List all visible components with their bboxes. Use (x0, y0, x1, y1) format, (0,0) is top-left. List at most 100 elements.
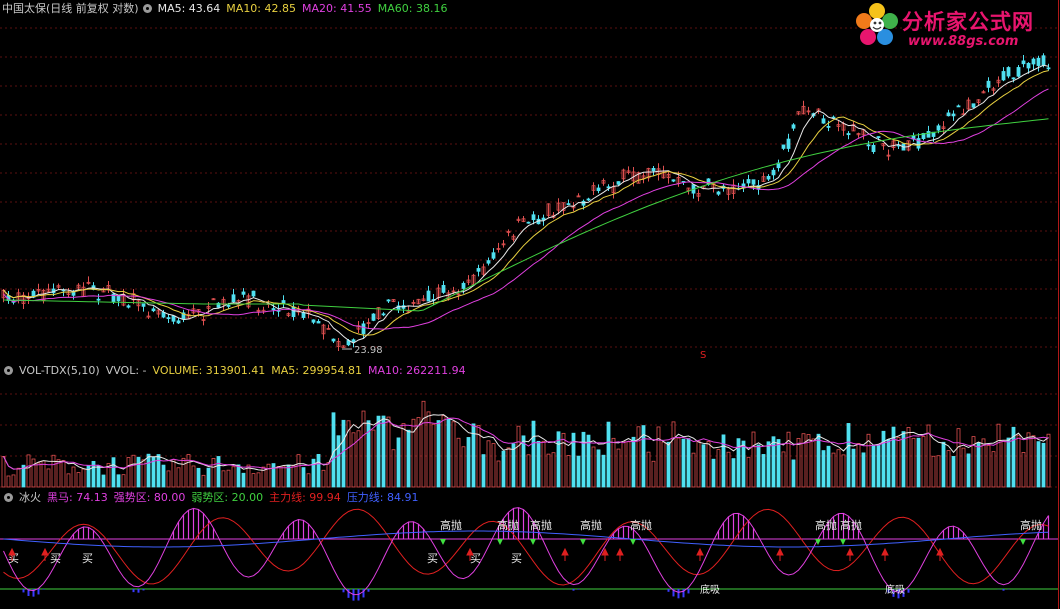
buy-signal-label: 买 (427, 552, 438, 565)
candle-body (386, 299, 391, 302)
volume-gear-icon[interactable] (4, 366, 13, 375)
price-pane[interactable]: 23.98 S 中国太保(日线 前复权 对数) MA5: 43.64 MA10: 42… (0, 0, 1060, 362)
price-chart[interactable]: 23.98 S (0, 0, 1060, 362)
candle-body (1046, 67, 1051, 70)
candle-body (576, 195, 581, 198)
flower-icon (856, 3, 898, 45)
volume-bar (581, 431, 586, 488)
candle-body (226, 304, 231, 307)
volume-bar (706, 441, 711, 488)
candle-body (646, 168, 651, 179)
candle-body (451, 290, 456, 293)
candle-body (921, 133, 926, 139)
bingfire-chart[interactable]: 高抛 高抛 高抛 高抛 高抛 高抛 高抛 高抛买买买买买买底吸 底吸 (0, 489, 1060, 609)
volume-bar (171, 459, 176, 488)
volume-bar (486, 440, 491, 488)
down-arrow-icon (440, 539, 446, 545)
volume-bar (541, 440, 546, 488)
candle-body (176, 320, 181, 324)
volume-pane[interactable]: VOL-TDX(5,10) VVOL: - VOLUME: 313901.41 MA5… (0, 362, 1060, 489)
candle-body (551, 214, 556, 218)
vol-ma5-label: MA5: 299954.81 (271, 364, 362, 377)
volume-bar (496, 460, 501, 488)
candle-body (871, 144, 876, 153)
volume-bar (66, 473, 71, 488)
candle-body (821, 118, 826, 124)
candle-body (601, 180, 606, 184)
candle-body (251, 290, 256, 297)
volume-bar (216, 456, 221, 488)
candle-body (746, 179, 751, 184)
candle-body (666, 173, 671, 179)
volume-bar (266, 463, 271, 488)
volume-bar (116, 474, 121, 488)
volume-bar (251, 473, 256, 488)
volume-bar (501, 450, 506, 488)
volume-bar (341, 419, 346, 488)
volume-bar (16, 467, 21, 488)
volume-bar (521, 435, 526, 488)
volume-bar (846, 423, 851, 488)
volume-bar (716, 449, 721, 488)
volume-bar (286, 464, 291, 488)
volume-bar (206, 467, 211, 488)
volume-bar (1, 456, 6, 488)
volume-bar (466, 437, 471, 488)
volume-bar (721, 434, 726, 488)
volume-bar (631, 436, 636, 488)
volume-bar (671, 421, 676, 488)
bingfire-pane[interactable]: 高抛 高抛 高抛 高抛 高抛 高抛 高抛 高抛买买买买买买底吸 底吸 冰火 黑马: 74.13 强势… (0, 489, 1060, 609)
volume-bar (961, 447, 966, 488)
candle-body (546, 203, 551, 216)
candle-body (466, 279, 471, 283)
up-arrow-icon (881, 547, 889, 561)
volume-bar (56, 459, 61, 488)
volume-bar (996, 423, 1001, 488)
volume-bar (641, 425, 646, 488)
volume-bar (566, 455, 571, 488)
candle-body (801, 105, 806, 115)
vvol-label: VVOL: - (105, 364, 147, 377)
candle-body (1006, 67, 1011, 77)
candle-body (881, 143, 886, 147)
candle-body (846, 133, 851, 136)
candle-body (486, 260, 491, 264)
volume-bar (21, 464, 26, 488)
candle-body (761, 176, 766, 182)
settings-gear-icon[interactable] (142, 4, 152, 13)
volume-bar (306, 473, 311, 488)
pressure-line (3, 530, 1049, 548)
candle-body (616, 181, 621, 185)
buy-signal-label: 买 (50, 552, 61, 565)
candle-body (441, 285, 446, 293)
candle-body (331, 338, 336, 342)
candle-body (826, 126, 831, 128)
volume-bar (121, 474, 126, 488)
volume-bar (936, 455, 941, 488)
volume-bar (881, 430, 886, 488)
bottom-absorb-label: 底吸 (885, 583, 905, 596)
logo-title: 分析家公式网 (902, 9, 1034, 34)
candle-body (926, 131, 931, 138)
sell-signal-label: 高抛 (440, 518, 462, 532)
volume-bar (821, 450, 826, 488)
volume-bar (441, 415, 446, 488)
volume-bar (991, 451, 996, 488)
volume-bar (391, 449, 396, 488)
candle-body (526, 221, 531, 224)
volume-bar (406, 429, 411, 488)
volume-bar (926, 424, 931, 488)
volume-bar (676, 437, 681, 488)
volume-bar (836, 449, 841, 488)
ma60-label: MA60: 38.16 (377, 2, 448, 15)
volume-bar (981, 438, 986, 488)
ma5-line (3, 64, 1049, 344)
volume-bar (111, 457, 116, 488)
volume-chart[interactable] (0, 362, 1060, 489)
up-arrow-icon (561, 547, 569, 561)
volume-bar (91, 460, 96, 488)
volume-bar (546, 453, 551, 488)
bingfire-gear-icon[interactable] (4, 493, 13, 502)
candle-body (946, 112, 951, 117)
volume-bar (491, 443, 496, 488)
